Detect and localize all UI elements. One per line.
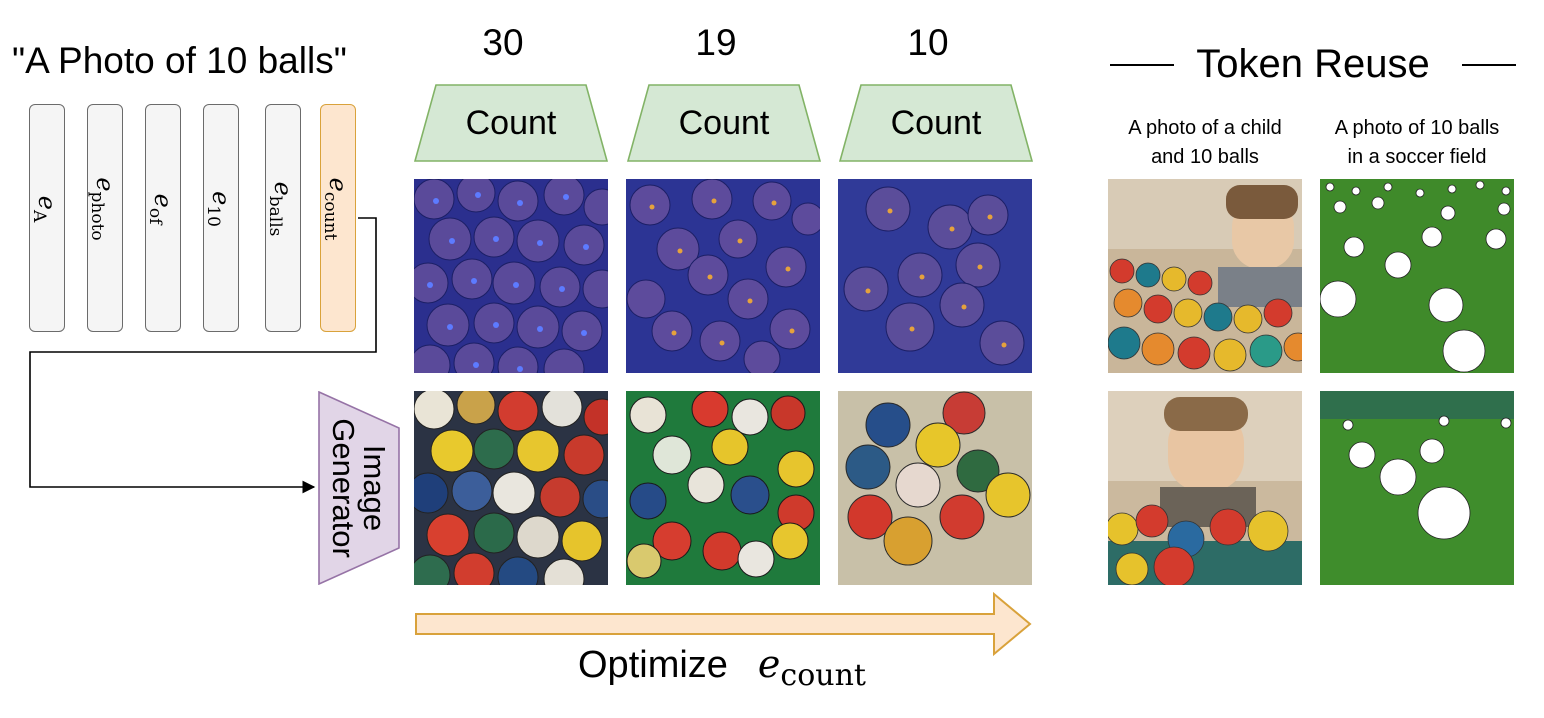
reuse-title-line-left [1110,64,1174,66]
token-e-balls: eballs [265,104,301,332]
density-map-30 [414,179,608,373]
token-e-10: e10 [203,104,239,332]
soccer-field-image-2 [1320,391,1514,585]
caption-soccer-field: A photo of 10 balls in a soccer field [1334,117,1500,168]
generated-image-30 [414,391,608,585]
soccer-field-image-1 [1320,179,1514,373]
optimize-arrow [415,591,1032,657]
count-number-30: 30 [482,22,524,63]
count-number-19: 19 [695,22,737,63]
density-map-10 [838,179,1032,373]
child-balls-image-1 [1108,179,1302,373]
count-module-2: Count [627,84,821,162]
density-map-19 [626,179,820,373]
prompt-text: "A Photo of 10 balls" [12,40,347,81]
token-e-of: eof [145,104,181,332]
caption-child-balls: A photo of a child and 10 balls [1128,117,1282,168]
count-number-10: 10 [907,22,949,63]
generated-image-19 [626,391,820,585]
token-e-photo: ephoto [87,104,123,332]
image-generator: Image Generator [318,390,400,586]
optimize-label: Optimize ecount [578,642,866,693]
token-reuse-title: Token Reuse [1196,42,1430,86]
generated-image-10 [838,391,1032,585]
token-e-a: eA [29,104,65,332]
token-e-count: ecount [320,104,356,332]
reuse-title-line-right [1462,64,1516,66]
count-module-1: Count [414,84,608,162]
child-balls-image-2 [1108,391,1302,585]
count-module-3: Count [839,84,1033,162]
